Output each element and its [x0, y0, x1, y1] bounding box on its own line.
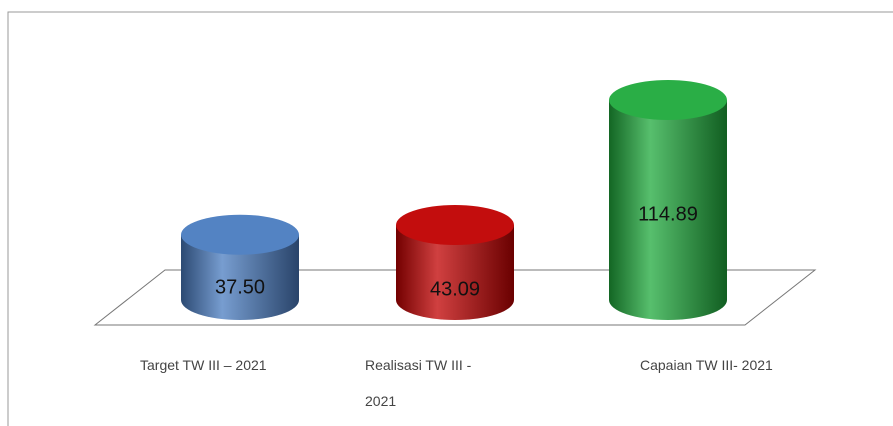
cylinder-body: [609, 100, 727, 320]
category-label: Realisasi TW III - 2021: [365, 357, 472, 409]
cylinder-body: [396, 224, 514, 320]
frame: [7, 11, 893, 426]
value-label: 37.50: [215, 276, 265, 298]
value-label: 114.89: [638, 203, 698, 225]
cylinder-top: [609, 80, 727, 120]
cylinder-top: [396, 204, 514, 245]
category-label: Target TW III – 2021: [140, 357, 267, 373]
cylinder-body: [181, 234, 299, 320]
value-label: 43.09: [430, 278, 480, 300]
cylinder-top: [181, 214, 299, 255]
category-label: Capaian TW III- 2021: [640, 357, 773, 373]
